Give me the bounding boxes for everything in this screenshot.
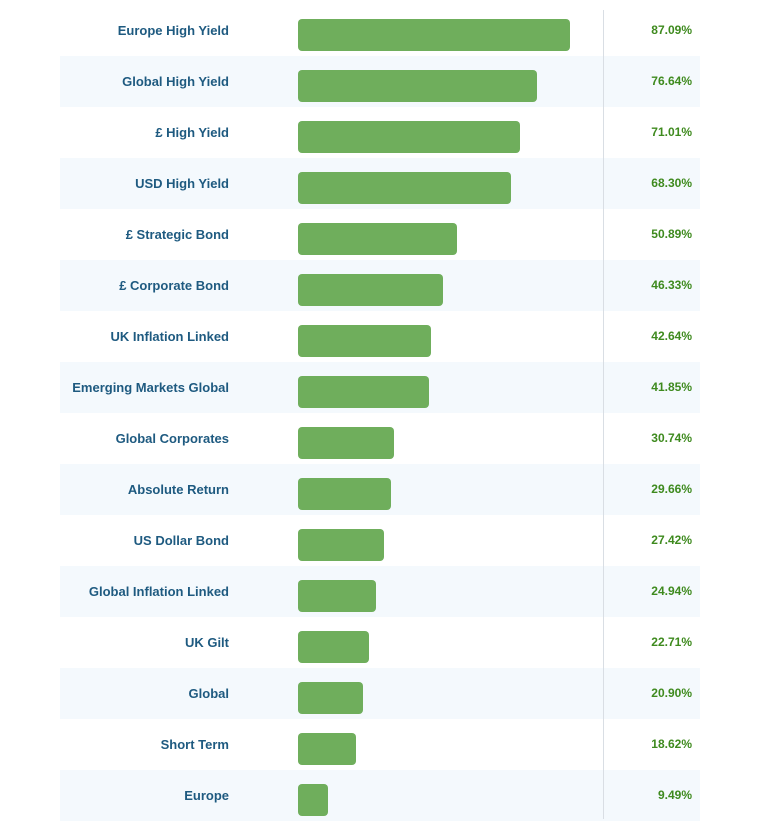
value-label: 22.71%: [651, 635, 692, 649]
category-label: Absolute Return: [127, 482, 229, 497]
chart-row: Emerging Markets Global 41.85%: [60, 362, 700, 413]
chart-row: Short Term 18.62%: [60, 719, 700, 770]
bar: [298, 580, 376, 612]
value-label: 50.89%: [651, 227, 692, 241]
chart-row: £ Strategic Bond 50.89%: [60, 209, 700, 260]
bar: [298, 682, 364, 714]
chart-row: Europe High Yield 87.09%: [60, 5, 700, 56]
category-label: £ High Yield: [155, 125, 229, 140]
category-label: £ Corporate Bond: [119, 278, 229, 293]
value-label: 46.33%: [651, 278, 692, 292]
bar: [298, 325, 432, 357]
category-label: US Dollar Bond: [133, 533, 229, 548]
bar: [298, 223, 457, 255]
category-label: Emerging Markets Global: [72, 380, 229, 395]
value-label: 68.30%: [651, 176, 692, 190]
bar: [298, 529, 384, 561]
value-label: 87.09%: [651, 23, 692, 37]
bar: [298, 478, 391, 510]
category-label: USD High Yield: [135, 176, 229, 191]
value-label: 42.64%: [651, 329, 692, 343]
value-label: 71.01%: [651, 125, 692, 139]
bar: [298, 376, 429, 408]
category-label: Global: [188, 686, 229, 701]
category-label: Global Corporates: [115, 431, 229, 446]
category-label: Global Inflation Linked: [88, 584, 229, 599]
value-label: 18.62%: [651, 737, 692, 751]
bar: [298, 19, 570, 51]
category-label: Europe High Yield: [117, 23, 229, 38]
chart-row: USD High Yield 68.30%: [60, 158, 700, 209]
value-label: 76.64%: [651, 74, 692, 88]
value-label: 41.85%: [651, 380, 692, 394]
bar: [298, 274, 443, 306]
value-label: 29.66%: [651, 482, 692, 496]
bar: [298, 784, 328, 816]
bar: [298, 427, 394, 459]
chart-row: Absolute Return 29.66%: [60, 464, 700, 515]
value-label: 9.49%: [657, 788, 692, 802]
chart-row: Global Corporates 30.74%: [60, 413, 700, 464]
chart-row: £ High Yield 71.01%: [60, 107, 700, 158]
bar: [298, 121, 520, 153]
bar: [298, 70, 538, 102]
category-label: £ Strategic Bond: [125, 227, 229, 242]
value-label: 20.90%: [651, 686, 692, 700]
chart-row: UK Inflation Linked 42.64%: [60, 311, 700, 362]
category-label: Global High Yield: [122, 74, 229, 89]
value-column-divider: [603, 10, 604, 819]
bar: [298, 172, 512, 204]
chart-row: US Dollar Bond 27.42%: [60, 515, 700, 566]
chart-row: Europe 9.49%: [60, 770, 700, 821]
value-label: 27.42%: [651, 533, 692, 547]
chart-row: Global High Yield 76.64%: [60, 56, 700, 107]
value-label: 30.74%: [651, 431, 692, 445]
bar: [298, 733, 357, 765]
category-label: UK Inflation Linked: [110, 329, 229, 344]
category-label: UK Gilt: [184, 635, 229, 650]
category-label: Short Term: [160, 737, 229, 752]
chart-row: £ Corporate Bond 46.33%: [60, 260, 700, 311]
bar: [298, 631, 369, 663]
chart-row: UK Gilt 22.71%: [60, 617, 700, 668]
chart-row: Global Inflation Linked 24.94%: [60, 566, 700, 617]
chart-row: Global 20.90%: [60, 668, 700, 719]
value-label: 24.94%: [651, 584, 692, 598]
category-label: Europe: [184, 788, 229, 803]
